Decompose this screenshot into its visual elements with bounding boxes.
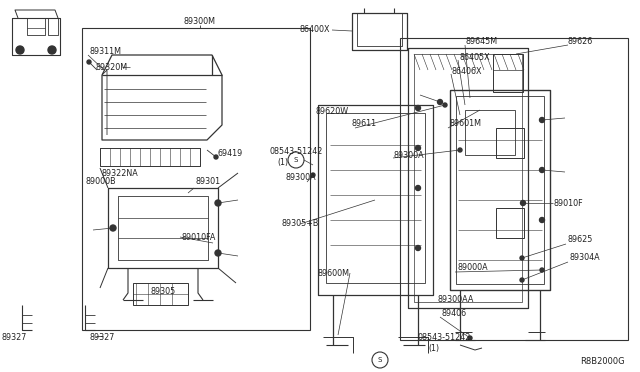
- Bar: [496, 128, 524, 158]
- Text: 89300M: 89300M: [184, 17, 216, 26]
- Bar: [465, 110, 515, 155]
- Text: 89300A: 89300A: [286, 173, 317, 182]
- Text: 89311M: 89311M: [89, 48, 121, 57]
- Circle shape: [215, 200, 221, 206]
- Circle shape: [215, 250, 221, 256]
- Text: 89620W: 89620W: [316, 108, 349, 116]
- Text: 69419: 69419: [218, 148, 243, 157]
- Circle shape: [540, 118, 545, 122]
- Text: R8B2000G: R8B2000G: [580, 357, 625, 366]
- Circle shape: [48, 46, 56, 54]
- Text: S: S: [378, 357, 382, 363]
- Circle shape: [311, 173, 315, 177]
- Text: (1): (1): [277, 158, 288, 167]
- Text: 89601M: 89601M: [450, 119, 482, 128]
- Text: 89010F: 89010F: [554, 199, 584, 208]
- Circle shape: [540, 167, 545, 173]
- Bar: [326, 113, 425, 283]
- Circle shape: [438, 99, 442, 105]
- Text: 89301: 89301: [196, 177, 221, 186]
- Circle shape: [415, 246, 420, 250]
- Circle shape: [520, 278, 524, 282]
- Circle shape: [87, 60, 91, 64]
- Text: 86405X: 86405X: [459, 52, 490, 61]
- Text: 89327: 89327: [1, 333, 27, 341]
- Bar: [456, 96, 544, 284]
- Text: 86400X: 86400X: [300, 26, 330, 35]
- Text: —: —: [96, 333, 104, 341]
- Bar: [493, 54, 523, 92]
- Text: 08543-51242: 08543-51242: [418, 334, 472, 343]
- Text: 89406: 89406: [441, 310, 466, 318]
- Text: 89305: 89305: [150, 288, 175, 296]
- Text: 89000A: 89000A: [457, 263, 488, 273]
- Text: 89305+B: 89305+B: [282, 219, 319, 228]
- Text: (1): (1): [428, 344, 439, 353]
- Text: 89611: 89611: [352, 119, 377, 128]
- Circle shape: [520, 201, 525, 205]
- Text: 89327: 89327: [90, 333, 115, 341]
- Text: 89000B: 89000B: [86, 177, 116, 186]
- Circle shape: [540, 218, 545, 222]
- Text: 89322NA: 89322NA: [102, 169, 139, 177]
- Circle shape: [468, 336, 472, 340]
- Circle shape: [415, 186, 420, 190]
- Circle shape: [540, 268, 544, 272]
- Text: 89645M: 89645M: [466, 38, 498, 46]
- Text: 89320M: 89320M: [96, 62, 128, 71]
- Bar: [496, 208, 524, 238]
- Circle shape: [110, 225, 116, 231]
- Circle shape: [520, 256, 524, 260]
- Text: 89300AA: 89300AA: [437, 295, 474, 305]
- Text: 08543-51242: 08543-51242: [269, 148, 323, 157]
- Circle shape: [214, 155, 218, 159]
- Text: 89625: 89625: [568, 235, 593, 244]
- Text: 89600M: 89600M: [318, 269, 350, 278]
- Text: 89010FA: 89010FA: [182, 232, 216, 241]
- Bar: [133, 283, 188, 305]
- Circle shape: [458, 148, 462, 152]
- Circle shape: [415, 106, 420, 110]
- Bar: [400, 38, 628, 340]
- Text: S: S: [294, 157, 298, 163]
- Text: 89626: 89626: [568, 38, 593, 46]
- Text: 89304A: 89304A: [570, 253, 600, 263]
- Circle shape: [415, 145, 420, 151]
- Text: 89300A: 89300A: [394, 151, 424, 160]
- Text: 86406X: 86406X: [452, 67, 483, 76]
- Bar: [414, 54, 522, 302]
- Circle shape: [443, 103, 447, 107]
- Bar: [82, 28, 310, 330]
- Circle shape: [16, 46, 24, 54]
